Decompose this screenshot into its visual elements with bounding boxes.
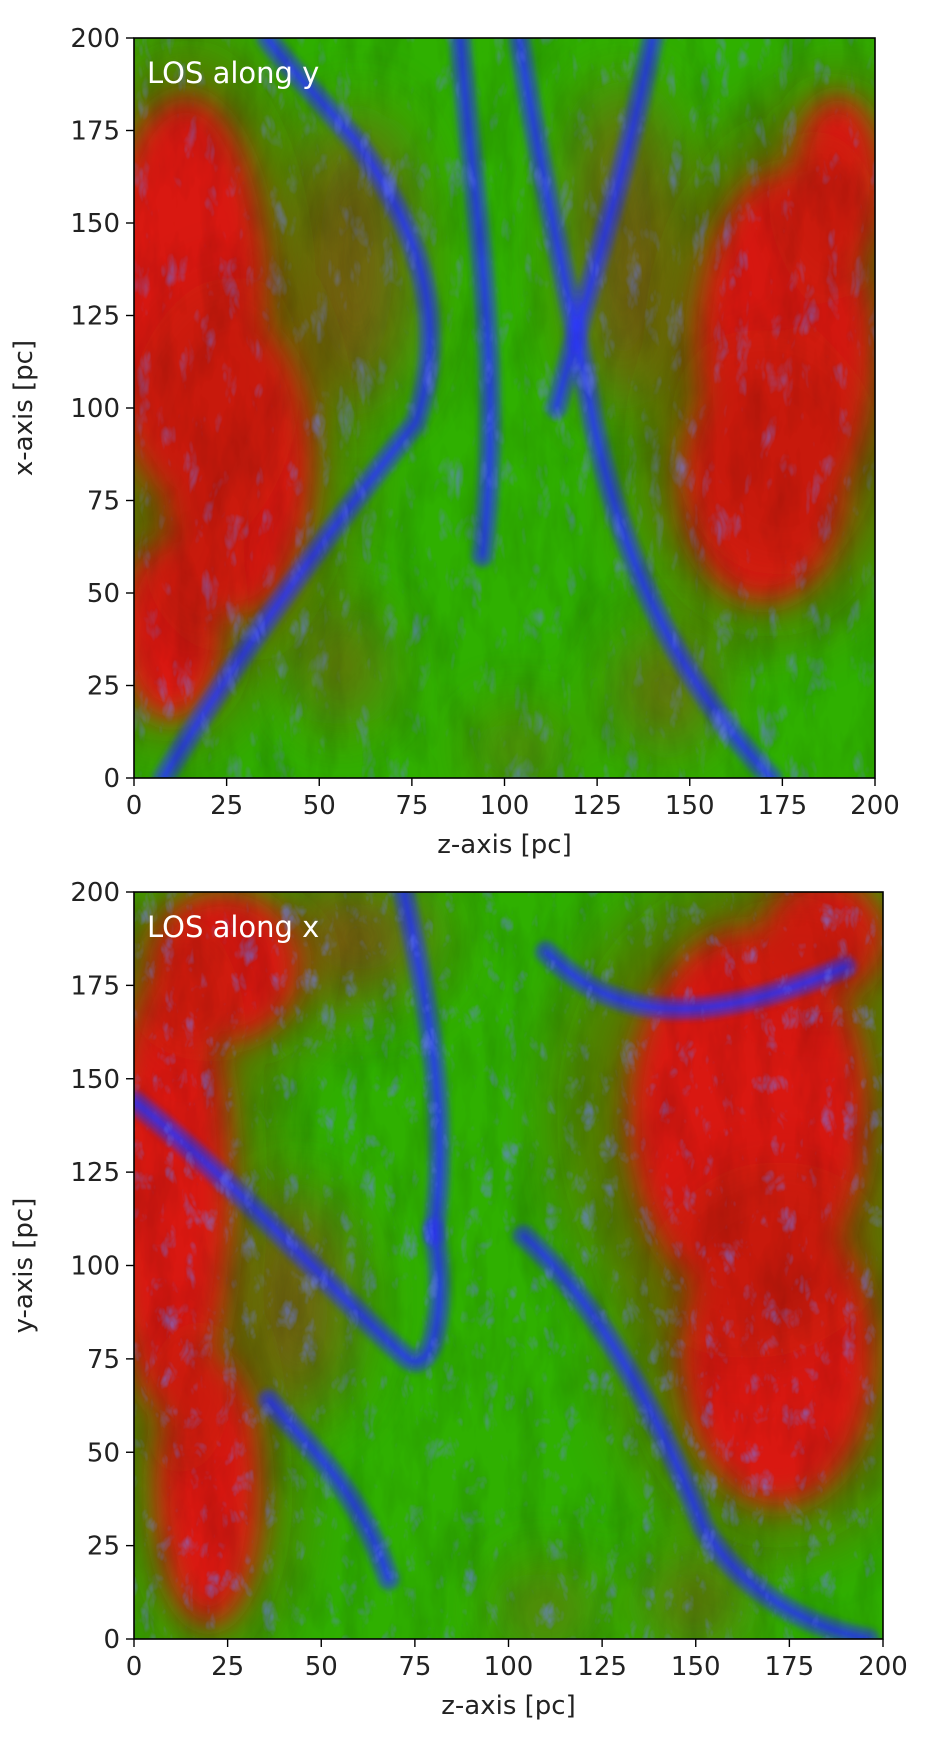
x-tick-label: 50 xyxy=(305,1652,338,1682)
y-tick-label: 75 xyxy=(87,1345,120,1375)
y-tick-label: 100 xyxy=(70,1252,120,1282)
y-axis-label: x-axis [pc] xyxy=(9,340,39,476)
x-tick-label: 50 xyxy=(303,791,336,821)
y-tick-label: 150 xyxy=(70,209,120,239)
x-axis-label: z-axis [pc] xyxy=(441,1691,575,1721)
x-axis-ticks: 0 25 50 75 100 125 150 175 200 xyxy=(126,1639,908,1682)
x-tick-label: 100 xyxy=(484,1652,534,1682)
y-tick-label: 50 xyxy=(87,579,120,609)
x-tick-label: 25 xyxy=(211,1652,244,1682)
panel-annotation: LOS along y xyxy=(147,56,319,90)
y-tick-label: 200 xyxy=(70,878,120,908)
y-tick-label: 175 xyxy=(70,971,120,1001)
x-tick-label: 175 xyxy=(758,791,808,821)
x-tick-label: 75 xyxy=(395,791,428,821)
x-tick-label: 200 xyxy=(850,791,900,821)
rgb-composite-map xyxy=(134,38,875,778)
y-tick-label: 200 xyxy=(70,24,120,54)
x-tick-label: 150 xyxy=(665,791,715,821)
grain-texture xyxy=(134,38,875,778)
y-axis-ticks: 0 25 50 75 100 125 150 175 200 xyxy=(70,24,134,794)
grain-texture xyxy=(134,892,883,1639)
y-tick-label: 0 xyxy=(103,1625,120,1655)
x-tick-label: 125 xyxy=(577,1652,627,1682)
x-tick-label: 75 xyxy=(398,1652,431,1682)
y-tick-label: 175 xyxy=(70,117,120,147)
panel-los-along-y: 0 25 50 75 100 125 150 175 200 0 25 50 75 100 125 150 1… xyxy=(9,24,900,860)
panel-annotation: LOS along x xyxy=(147,910,319,944)
y-tick-label: 25 xyxy=(87,672,120,702)
y-tick-label: 100 xyxy=(70,394,120,424)
y-axis-ticks: 0 25 50 75 100 125 150 175 200 xyxy=(70,878,134,1655)
x-axis-label: z-axis [pc] xyxy=(437,830,571,860)
x-tick-label: 125 xyxy=(572,791,622,821)
x-tick-label: 150 xyxy=(671,1652,721,1682)
y-tick-label: 150 xyxy=(70,1065,120,1095)
x-tick-label: 0 xyxy=(126,791,143,821)
y-tick-label: 125 xyxy=(70,1158,120,1188)
y-tick-label: 125 xyxy=(70,302,120,332)
x-tick-label: 175 xyxy=(765,1652,815,1682)
rgb-composite-map xyxy=(134,892,883,1639)
y-tick-label: 50 xyxy=(87,1438,120,1468)
x-tick-label: 100 xyxy=(480,791,530,821)
y-axis-label: y-axis [pc] xyxy=(9,1198,39,1334)
y-tick-label: 0 xyxy=(103,764,120,794)
x-axis-ticks: 0 25 50 75 100 125 150 175 200 xyxy=(126,778,900,821)
x-tick-label: 200 xyxy=(858,1652,908,1682)
panel-los-along-x: 0 25 50 75 100 125 150 175 200 0 25 50 75 100 125 150 1… xyxy=(9,878,908,1721)
y-tick-label: 25 xyxy=(87,1532,120,1562)
x-tick-label: 0 xyxy=(126,1652,143,1682)
x-tick-label: 25 xyxy=(210,791,243,821)
y-tick-label: 75 xyxy=(87,487,120,517)
